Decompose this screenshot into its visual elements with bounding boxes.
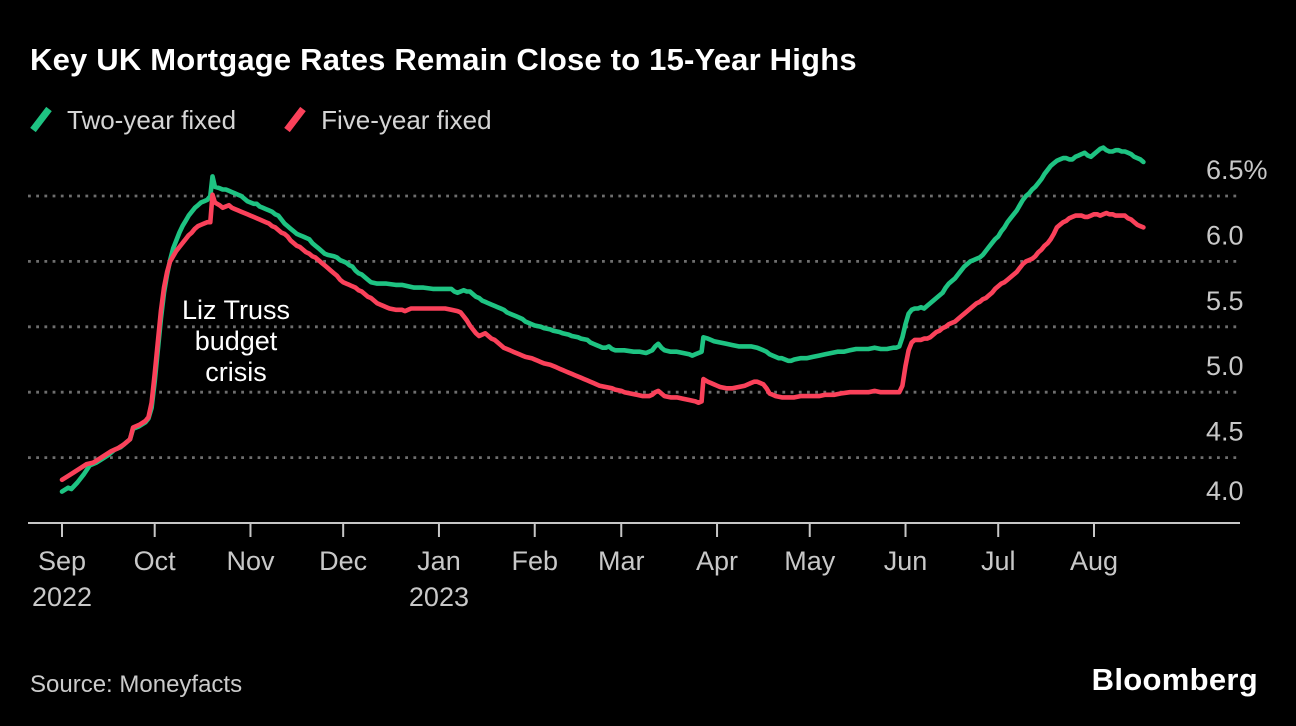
annotation-line-1: Liz Truss: [182, 295, 290, 325]
bloomberg-logo: Bloomberg: [1091, 662, 1258, 697]
chart-title: Key UK Mortgage Rates Remain Close to 15…: [30, 42, 857, 77]
five-year-line-swatch-icon: [284, 106, 306, 133]
chart-legend: Two-year fixed Five-year fixed: [28, 106, 492, 133]
y-axis-label-4.5: 4.5: [1206, 417, 1244, 447]
x-axis-label-Apr: Apr: [696, 546, 738, 576]
y-axis-label-6.5: 6.5%: [1206, 155, 1268, 185]
y-axis-label-5: 5.0: [1206, 351, 1244, 381]
x-axis-label-Oct: Oct: [134, 546, 177, 576]
x-axis-label-Jul: Jul: [981, 546, 1016, 576]
x-axis-year-label-2022: 2022: [32, 582, 92, 612]
x-axis-label-Feb: Feb: [511, 546, 558, 576]
x-axis-label-Sep: Sep: [38, 546, 86, 576]
x-axis-label-May: May: [784, 546, 836, 576]
series-line-two-year-fixed: [59, 145, 1146, 494]
annotation-line-2: budget: [195, 326, 278, 356]
legend-item-two-year-fixed: Two-year fixed: [28, 106, 236, 133]
y-axis-label-4: 4.0: [1206, 476, 1244, 506]
annotation-line-3: crisis: [205, 357, 267, 387]
x-axis-label-Dec: Dec: [319, 546, 367, 576]
x-axis-year-label-2023: 2023: [409, 582, 469, 612]
y-axis-label-6: 6.0: [1206, 220, 1244, 250]
series-line-five-year-fixed: [59, 192, 1146, 483]
x-axis-label-Nov: Nov: [226, 546, 275, 576]
legend-label-five-year-fixed: Five-year fixed: [321, 104, 492, 135]
x-axis-label-Jan: Jan: [417, 546, 461, 576]
source-label: Source: Moneyfacts: [30, 671, 243, 698]
legend-item-five-year-fixed: Five-year fixed: [282, 106, 492, 133]
legend-label-two-year-fixed: Two-year fixed: [67, 104, 237, 135]
x-axis-label-Jun: Jun: [884, 546, 928, 576]
x-axis-label-Aug: Aug: [1070, 546, 1118, 576]
y-axis-label-5.5: 5.5: [1206, 286, 1244, 316]
two-year-line-swatch-icon: [30, 106, 52, 133]
x-axis-label-Mar: Mar: [598, 546, 645, 576]
